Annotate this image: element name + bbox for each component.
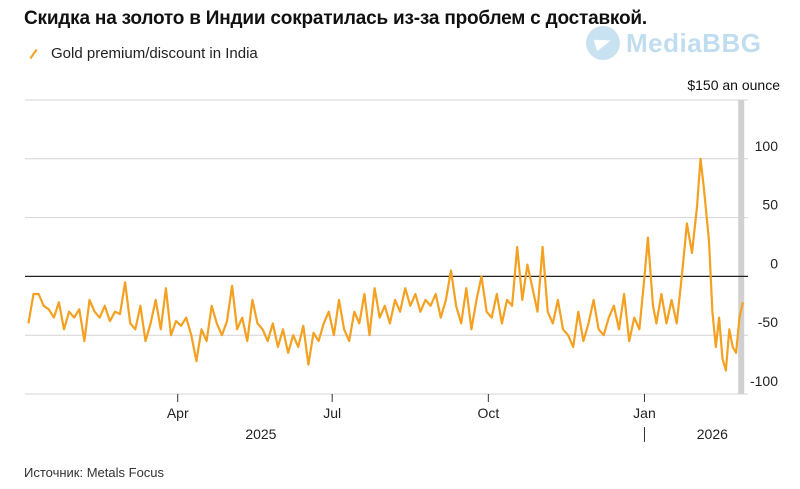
telegram-icon: [586, 26, 620, 60]
x-tick-label: Apr: [167, 405, 189, 421]
y-axis-unit-label: $150 an ounce: [687, 77, 780, 93]
legend: Gold premium/discount in India: [28, 45, 258, 62]
y-tick-label: 100: [755, 138, 779, 154]
y-tick-label: 0: [770, 255, 778, 271]
watermark: MediaBBG: [586, 26, 761, 60]
x-tick-label: Oct: [477, 405, 499, 421]
source-note: Источник: Metals Focus: [24, 465, 165, 480]
year-label: 2026: [697, 426, 728, 442]
chart-title: Скидка на золото в Индии сократилась из-…: [24, 8, 647, 29]
year-label: 2025: [245, 426, 276, 442]
legend-label: Gold premium/discount in India: [51, 45, 258, 62]
x-tick-label: Jan: [633, 405, 656, 421]
x-axis: Apr Jul Oct Jan 2025 2026: [167, 394, 728, 442]
series-line-gold-premium: [27, 157, 744, 372]
y-tick-label: -100: [750, 373, 778, 389]
watermark-text: MediaBBG: [626, 27, 762, 58]
y-tick-label: 50: [762, 197, 778, 213]
x-tick-label: Jul: [323, 405, 341, 421]
gridlines: [25, 99, 748, 395]
latest-period-shade: [738, 100, 745, 394]
y-tick-label: -50: [758, 314, 778, 330]
y-axis: 100 50 0 -50 -100: [750, 138, 778, 389]
